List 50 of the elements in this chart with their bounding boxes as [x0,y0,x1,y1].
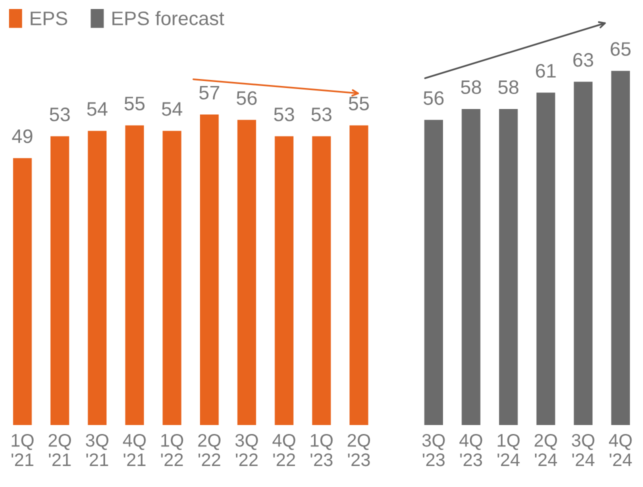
data-label: 53 [50,108,70,122]
x-tick-label: 1Q '22 [161,434,184,466]
x-tick-label: 3Q '21 [86,434,108,466]
x-tick-label: 4Q '22 [272,434,296,466]
bar [611,70,630,426]
data-label: 63 [573,53,594,67]
x-tick-label: 4Q '24 [608,434,632,466]
x-tick-label: 2Q '23 [348,434,370,466]
x-tick-label: 3Q '22 [235,434,258,466]
data-label: 61 [536,64,556,78]
x-tick-label: 2Q '22 [198,434,221,466]
bar [424,120,443,426]
data-label: 58 [498,80,518,94]
x-tick-label: 2Q '24 [534,434,558,466]
data-label: 54 [87,102,108,116]
bar [350,125,368,426]
bar [499,109,518,426]
bar [274,136,294,426]
bar [312,136,331,426]
x-tick-label: 3Q '24 [572,434,594,466]
data-label: 54 [162,102,182,116]
bar [125,125,144,426]
data-label: 55 [124,96,145,110]
data-label: 53 [311,108,332,122]
legend-label: EPS forecast [112,11,224,26]
x-tick-label: 1Q '23 [310,434,333,466]
bar [536,92,556,426]
x-tick-label: 4Q '23 [459,434,482,466]
bar [237,120,256,426]
x-tick-label: 3Q '23 [422,434,445,466]
data-label: 53 [274,108,294,122]
bar [162,130,182,426]
data-label: 57 [199,86,220,100]
x-tick-label: 1Q '24 [498,434,520,466]
data-label: 56 [424,91,444,105]
bar [462,109,480,426]
bar [50,136,70,426]
bar [200,114,219,426]
data-label: 56 [236,91,257,105]
data-label: 49 [12,129,32,144]
legend-label: EPS [30,12,68,26]
x-tick-label: 4Q '21 [122,434,146,466]
bar [574,82,593,426]
x-tick-label: 2Q '21 [48,434,71,466]
data-label: 65 [610,42,631,56]
bar [13,158,32,426]
data-label: 58 [461,80,482,94]
data-label: 55 [348,96,369,110]
bar [88,130,107,426]
x-tick-label: 1Q '21 [12,434,34,466]
